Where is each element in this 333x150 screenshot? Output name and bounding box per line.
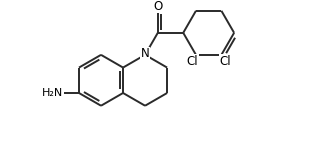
Text: Cl: Cl — [186, 55, 198, 68]
Text: N: N — [141, 47, 150, 60]
Text: H₂N: H₂N — [42, 88, 63, 98]
Text: O: O — [153, 0, 163, 12]
Text: Cl: Cl — [219, 55, 231, 68]
